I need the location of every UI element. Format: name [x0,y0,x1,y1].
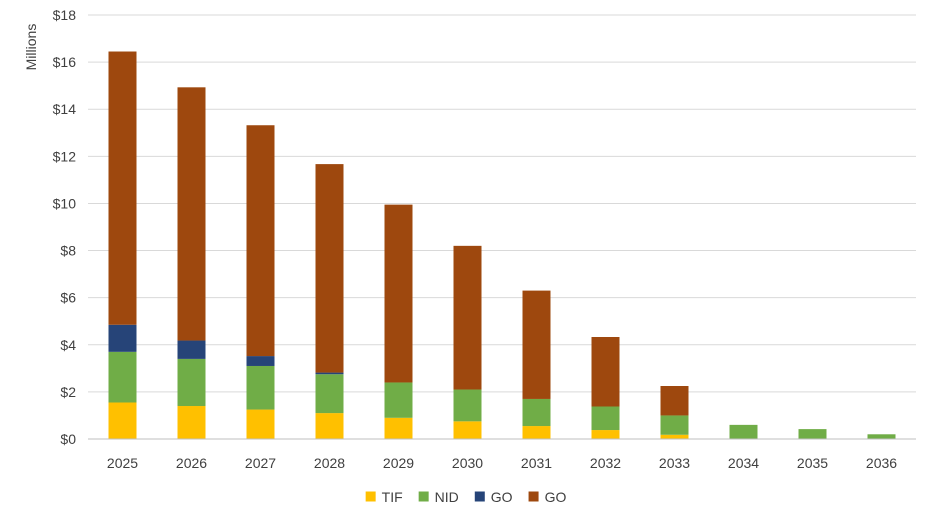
bar-segment-go-2026 [177,340,206,359]
bar-segment-tif-2033 [660,434,689,439]
x-tick-label: 2033 [659,455,690,471]
bar-segment-go-2028 [315,372,344,375]
x-tick-label: 2025 [107,455,138,471]
y-axis-title: Millions [23,24,39,71]
y-tick-label: $16 [53,54,77,70]
bar-segment-go-2028 [315,164,344,373]
gridlines [88,14,916,393]
y-tick-label: $6 [60,290,76,306]
bar-segment-nid-2034 [729,424,758,439]
bar-segment-go-2025 [108,324,137,352]
y-tick-label: $14 [53,101,77,117]
bar-segment-nid-2035 [798,429,827,439]
bar-segment-tif-2026 [177,406,206,439]
x-tick-label: 2036 [866,455,897,471]
y-tick-label: $12 [53,148,77,164]
x-tick-label: 2030 [452,455,483,471]
legend-item-tif: TIF [365,489,403,505]
bar-segment-go-2025 [108,51,137,325]
legend-item-go: GO [528,489,567,505]
bar-segment-nid-2036 [867,434,896,439]
legend-label: TIF [382,489,403,505]
x-tick-label: 2031 [521,455,552,471]
x-tick-label: 2034 [728,455,759,471]
legend-item-go: GO [474,489,513,505]
bar-segment-go-2026 [177,87,206,341]
bar-segment-go-2027 [246,125,275,357]
bar-segment-nid-2027 [246,365,275,410]
bar-segment-go-2032 [591,337,620,407]
bar-segment-tif-2030 [453,421,482,439]
legend-label: NID [435,489,459,505]
bar-segment-nid-2029 [384,382,413,418]
y-tick-label: $8 [60,243,76,259]
bars [108,51,896,439]
legend-swatch [528,491,539,502]
bar-segment-go-2031 [522,290,551,399]
legend: TIF NID GO GO [365,489,567,505]
x-tick-label: 2027 [245,455,276,471]
bar-segment-nid-2032 [591,406,620,431]
y-tick-label: $10 [53,195,77,211]
axes: $0 $2 $4 $6 $8 $10 $12 $14 $16 $18 2025 2026 2027 202… [53,7,916,471]
x-tick-label: 2032 [590,455,621,471]
bar-segment-nid-2033 [660,415,689,435]
legend-item-nid: NID [418,489,459,505]
legend-swatch [418,491,429,502]
bar-segment-go-2030 [453,245,482,390]
legend-swatch [365,491,376,502]
x-tick-label: 2026 [176,455,207,471]
bar-segment-nid-2031 [522,398,551,427]
x-tick-label: 2035 [797,455,828,471]
y-tick-label: $4 [60,337,76,353]
bar-segment-tif-2028 [315,413,344,439]
bar-segment-nid-2030 [453,389,482,422]
bar-segment-nid-2026 [177,358,206,407]
bar-segment-tif-2029 [384,417,413,439]
bar-segment-nid-2028 [315,374,344,414]
y-tick-label: $2 [60,384,76,400]
y-tick-label: $18 [53,7,77,23]
bar-segment-nid-2025 [108,351,137,403]
bar-segment-tif-2032 [591,430,620,439]
y-tick-label: $0 [60,431,76,447]
x-tick-label: 2029 [383,455,414,471]
legend-swatch [474,491,485,502]
bar-segment-go-2029 [384,204,413,383]
x-tick-label: 2028 [314,455,345,471]
bar-segment-go-2033 [660,386,689,416]
bar-segment-tif-2027 [246,409,275,439]
bar-segment-tif-2025 [108,402,137,439]
legend-label: GO [491,489,513,505]
bar-segment-tif-2031 [522,426,551,439]
legend-label: GO [545,489,567,505]
bar-segment-go-2027 [246,356,275,366]
